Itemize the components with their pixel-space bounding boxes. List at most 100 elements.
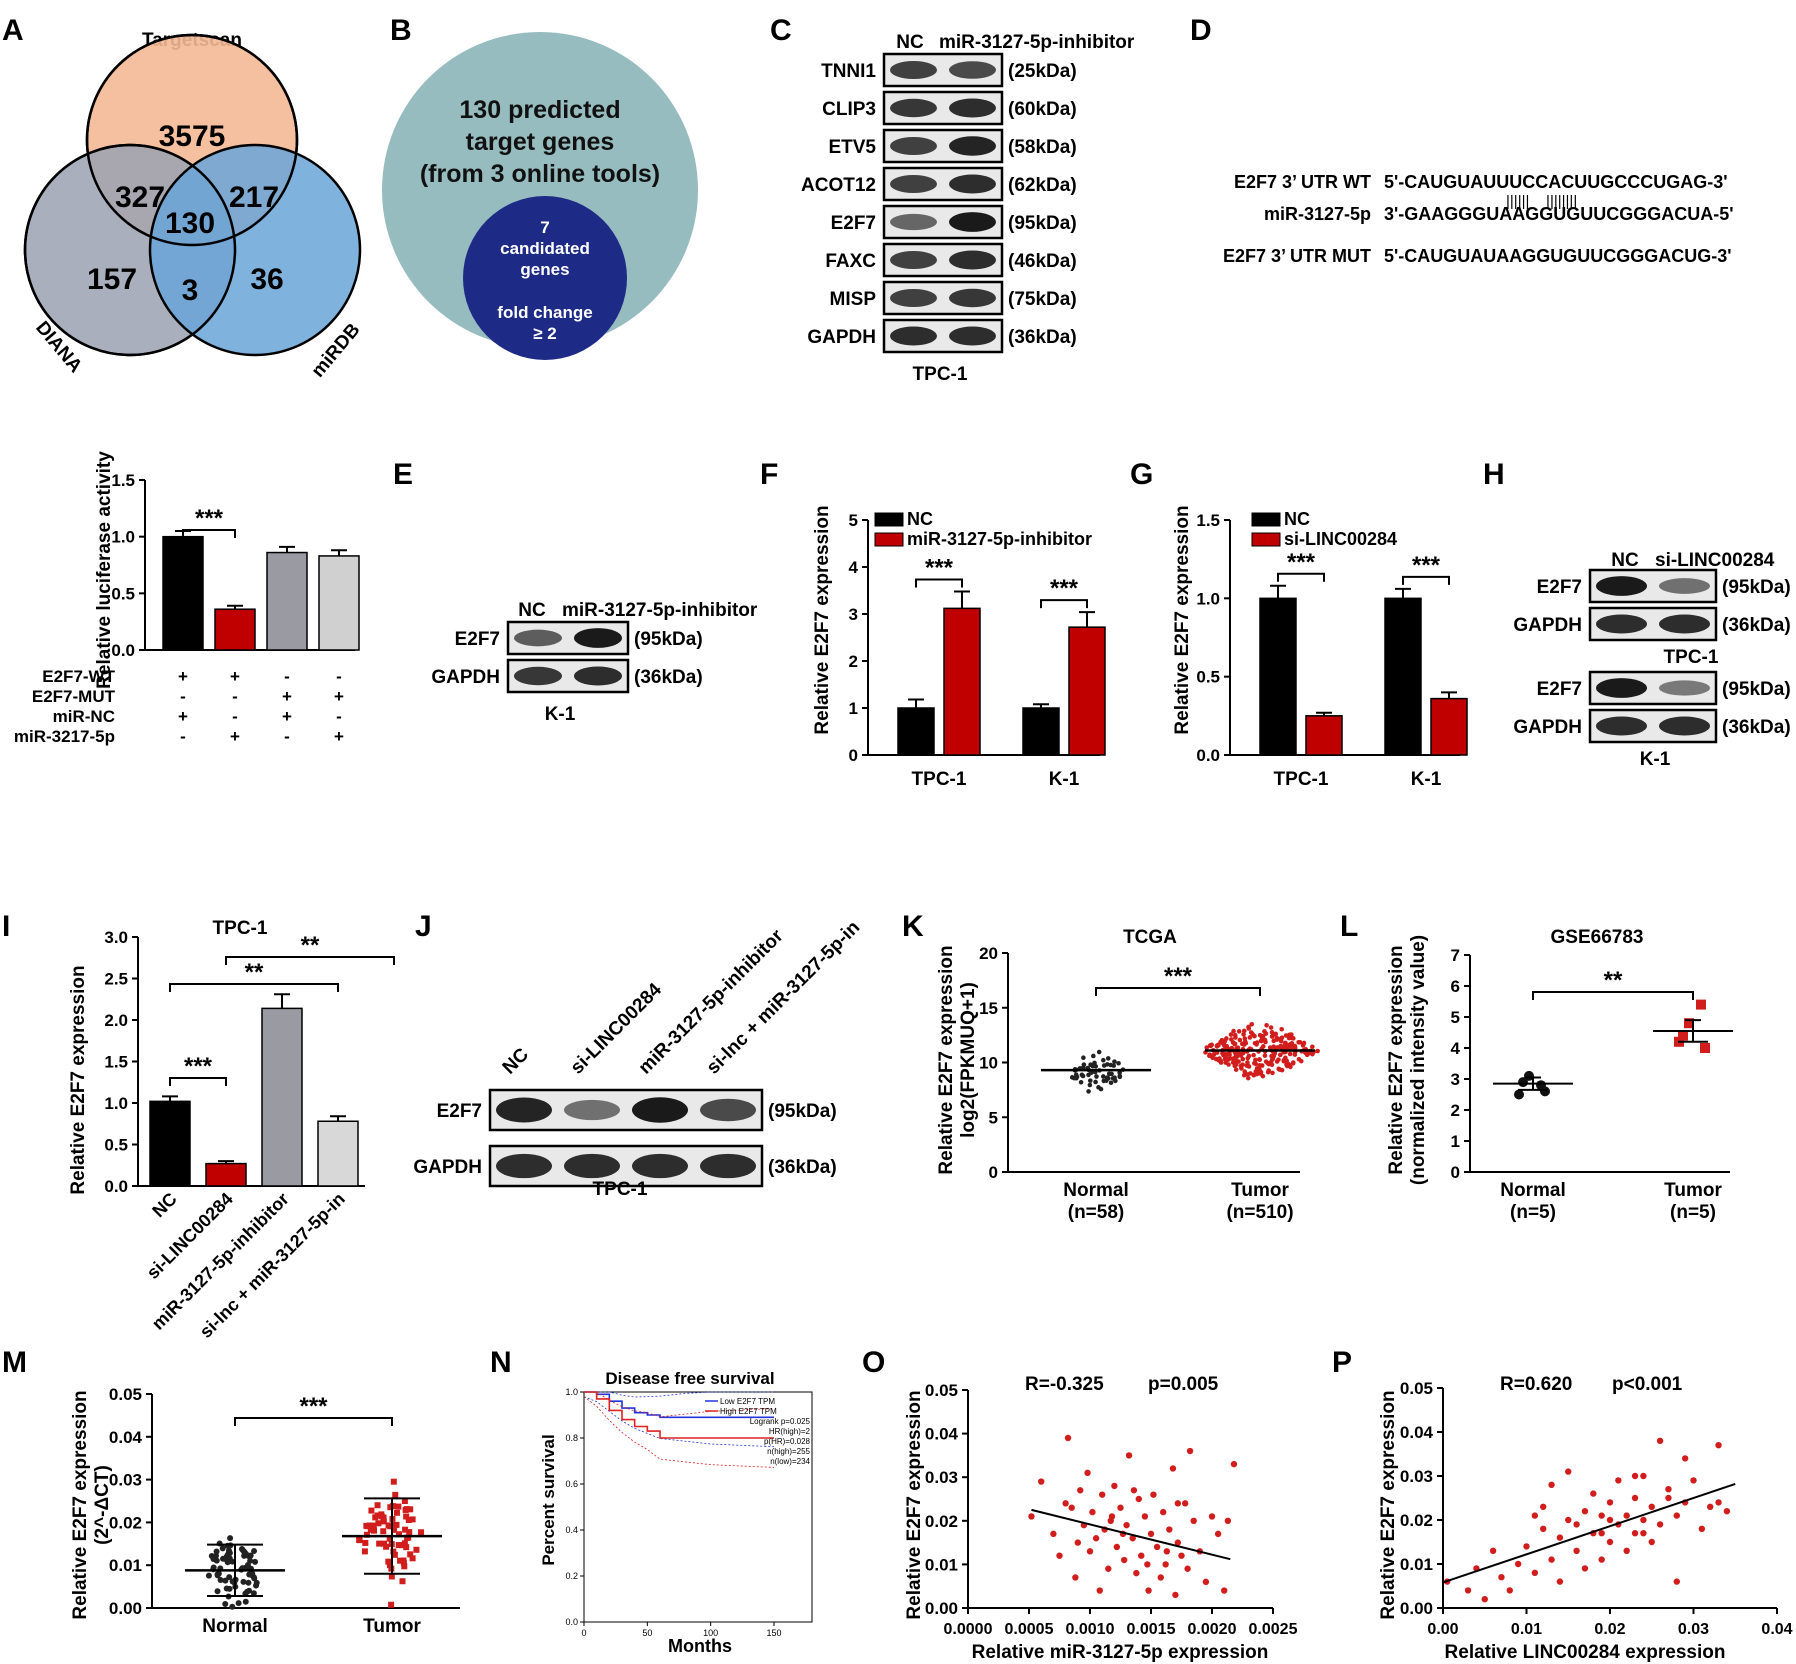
m-point xyxy=(383,1543,390,1550)
m-point xyxy=(245,1579,252,1586)
g-bar-2-2 xyxy=(1430,697,1468,756)
p-point xyxy=(1623,1512,1630,1519)
k-point xyxy=(1288,1045,1294,1051)
m-point xyxy=(372,1514,379,1521)
g-bar-1-2 xyxy=(1305,715,1343,756)
p-point xyxy=(1598,1530,1605,1537)
n-ytick-label-3: 0.6 xyxy=(565,1479,578,1489)
luc-err-2 xyxy=(227,604,243,610)
o-point xyxy=(1150,1491,1157,1498)
blot-e-col-inhibitor: miR-3127-5p-inhibitor xyxy=(562,600,758,621)
i-err-1 xyxy=(162,1095,178,1102)
k-point xyxy=(1233,1067,1239,1072)
luc-sign-1-3: - xyxy=(284,667,290,686)
k-point xyxy=(1240,1050,1246,1056)
m-point xyxy=(222,1556,229,1563)
p-point xyxy=(1606,1499,1614,1506)
o-xtick-label-2: 0.0010 xyxy=(1066,1621,1115,1638)
k-point xyxy=(1241,1072,1247,1078)
p-stat-p: p<0.001 xyxy=(1612,1374,1683,1395)
k-point xyxy=(1276,1066,1282,1072)
k-title: TCGA xyxy=(1123,927,1177,948)
k-point xyxy=(1254,1071,1260,1077)
o-point xyxy=(1092,1535,1100,1542)
panel-letter-a: A xyxy=(2,14,24,47)
k-point xyxy=(1268,1025,1274,1030)
panel-j: J NC si-LINC00284miR-3127-5p-inhibitorsi-… xyxy=(413,910,864,1200)
luc-sign-4-3: - xyxy=(284,727,290,746)
m-point xyxy=(250,1590,257,1597)
n-ytick-label-4: 0.8 xyxy=(565,1433,578,1443)
p-point xyxy=(1523,1543,1530,1550)
k-point xyxy=(1283,1055,1288,1061)
k-point xyxy=(1266,1068,1272,1073)
seq-wt: 5'-CAUGUAUUUCCACUUGCCCUGAG-3' xyxy=(1384,172,1728,192)
i-ytick-label-5: 2.5 xyxy=(104,970,128,989)
blot-col-nc: NC xyxy=(896,32,924,53)
blot-h: E2F7 (95kDa) GAPDH (36kDa) E2F7 (95kDa) GAPDH (… xyxy=(1513,568,1791,744)
k-point xyxy=(1259,1038,1264,1044)
o-point xyxy=(1221,1587,1228,1594)
f-err-2-2 xyxy=(1079,611,1095,628)
k-point xyxy=(1289,1032,1294,1037)
blot-h1-row-gapdh-band-1 xyxy=(1596,614,1647,634)
panel-c: C NC miR-3127-5p-inhibitor TNNI1 (25kDa) C… xyxy=(770,14,1135,385)
panel-letter-c: C xyxy=(770,14,792,47)
k-point xyxy=(1112,1059,1117,1064)
p-point xyxy=(1489,1547,1497,1555)
k-point xyxy=(1235,1045,1241,1051)
blot-c-row-gapdh-band-2 xyxy=(949,326,996,346)
m-point xyxy=(222,1577,229,1584)
blot-e-row-e2f7-frame xyxy=(506,620,630,656)
g-ytick-label-2: 1.0 xyxy=(1196,589,1220,608)
p-xtick-label-3: 0.03 xyxy=(1678,1621,1709,1638)
luc-sign-2-1: - xyxy=(180,687,186,706)
blot-c-row-e2f7-label: E2F7 xyxy=(831,213,876,234)
f-ytick-label-0: 0 xyxy=(849,746,858,765)
panel-b: B 130 predicted target genes (from 3 onl… xyxy=(382,14,698,360)
p-point xyxy=(1581,1508,1589,1515)
blot-c-row-clip3-band-2 xyxy=(949,98,996,118)
venn-count-ts-diana: 327 xyxy=(115,181,165,214)
p-point xyxy=(1631,1530,1639,1537)
k-point xyxy=(1242,1036,1248,1041)
g-ytick-label-1: 0.5 xyxy=(1196,668,1220,687)
l-point xyxy=(1518,1077,1528,1088)
n-title: Disease free survival xyxy=(605,1369,774,1388)
k-point xyxy=(1093,1079,1098,1085)
m-ytick-label-5: 0.05 xyxy=(109,1385,142,1404)
inner-text-4: fold change xyxy=(497,303,592,322)
k-point xyxy=(1217,1056,1222,1061)
m-point xyxy=(398,1542,405,1549)
k-point xyxy=(1105,1056,1111,1061)
o-point xyxy=(1178,1552,1185,1559)
blot-j-row-e2f7-band-3 xyxy=(632,1097,688,1123)
k-point xyxy=(1081,1062,1087,1067)
panel-letter-p: P xyxy=(1332,1346,1352,1379)
n-ytick-label-5: 1.0 xyxy=(565,1387,578,1397)
k-point xyxy=(1269,1062,1275,1068)
k-point xyxy=(1236,1029,1242,1034)
k-point xyxy=(1245,1072,1251,1077)
p-point xyxy=(1598,1512,1605,1519)
p-point xyxy=(1506,1587,1514,1594)
inner-text-2: candidated xyxy=(500,239,590,258)
i-err-4 xyxy=(330,1115,346,1122)
blot-c-row-faxc-band-2 xyxy=(949,250,996,270)
luc-bar-4 xyxy=(318,555,360,651)
o-point xyxy=(1169,1465,1177,1472)
k-point xyxy=(1098,1086,1104,1092)
n-xtick-label-1: 50 xyxy=(642,1628,652,1638)
p-point xyxy=(1548,1556,1555,1563)
f-err-1-1 xyxy=(908,698,924,708)
g-err-1-2 xyxy=(1316,711,1332,716)
venn-count-ts-only: 3575 xyxy=(159,120,226,153)
m-point xyxy=(363,1531,370,1538)
n-stat-2: HR(high)=2 xyxy=(769,1427,811,1436)
o-xtick-label-0: 0.0000 xyxy=(944,1621,993,1638)
p-xtick-label-0: 0.00 xyxy=(1427,1621,1458,1638)
m-ytick-label-1: 0.01 xyxy=(109,1556,142,1575)
p-point xyxy=(1606,1516,1614,1524)
blot-h1-row-gapdh-kda: (36kDa) xyxy=(1722,615,1791,636)
